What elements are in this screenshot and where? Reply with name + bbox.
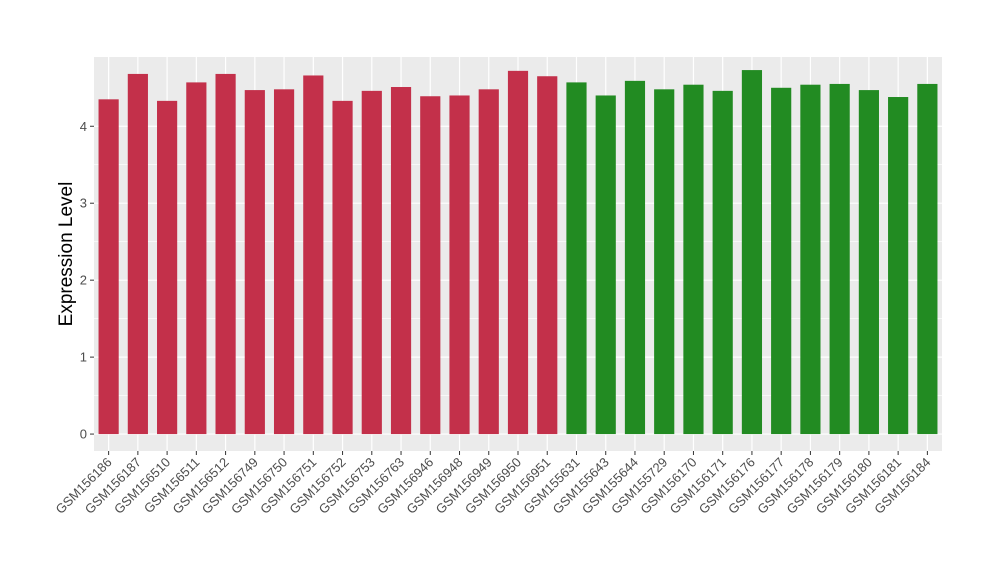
bar-gsm156176 (741, 70, 763, 435)
bar-gsm155644 (624, 80, 646, 435)
bar-gsm156186 (98, 99, 119, 435)
bar-gsm156751 (303, 75, 324, 435)
bar-gsm155631 (566, 82, 587, 435)
y-tick-label: 1 (80, 350, 87, 365)
bar-gsm156178 (800, 84, 821, 435)
bar-gsm156184 (917, 83, 938, 435)
y-tick-label: 2 (80, 273, 87, 288)
bar-gsm156763 (390, 87, 412, 435)
bar-gsm155643 (595, 95, 616, 435)
bar-gsm156177 (771, 87, 792, 435)
bar-gsm156948 (449, 95, 470, 435)
y-tick-label: 4 (80, 119, 87, 134)
y-tick-label: 3 (80, 196, 87, 211)
bar-gsm156170 (683, 84, 704, 435)
bar-gsm156949 (478, 89, 499, 435)
bar-gsm156950 (507, 70, 529, 435)
bar-gsm156749 (244, 90, 265, 435)
bar-gsm155729 (654, 89, 675, 435)
bar-gsm156171 (712, 90, 733, 435)
bar-gsm156752 (332, 100, 353, 435)
bar-gsm156187 (127, 73, 148, 435)
bar-gsm156750 (273, 89, 295, 435)
bar-gsm156946 (420, 96, 441, 435)
bar-gsm156181 (888, 97, 909, 435)
bar-gsm156511 (186, 82, 207, 435)
bars (98, 70, 938, 435)
y-axis-title: Expression Level (56, 182, 77, 327)
bar-gsm156180 (858, 90, 879, 435)
bar-gsm156512 (215, 73, 236, 435)
bar-gsm156179 (829, 83, 850, 435)
bar-gsm156510 (157, 100, 178, 435)
bar-gsm156951 (537, 76, 558, 435)
x-axis: GSM156186GSM156187GSM156510GSM156511GSM1… (53, 451, 934, 517)
bar-gsm156753 (361, 90, 382, 435)
y-tick-label: 0 (80, 427, 87, 442)
y-axis: 0 1 2 3 4 (80, 119, 94, 442)
